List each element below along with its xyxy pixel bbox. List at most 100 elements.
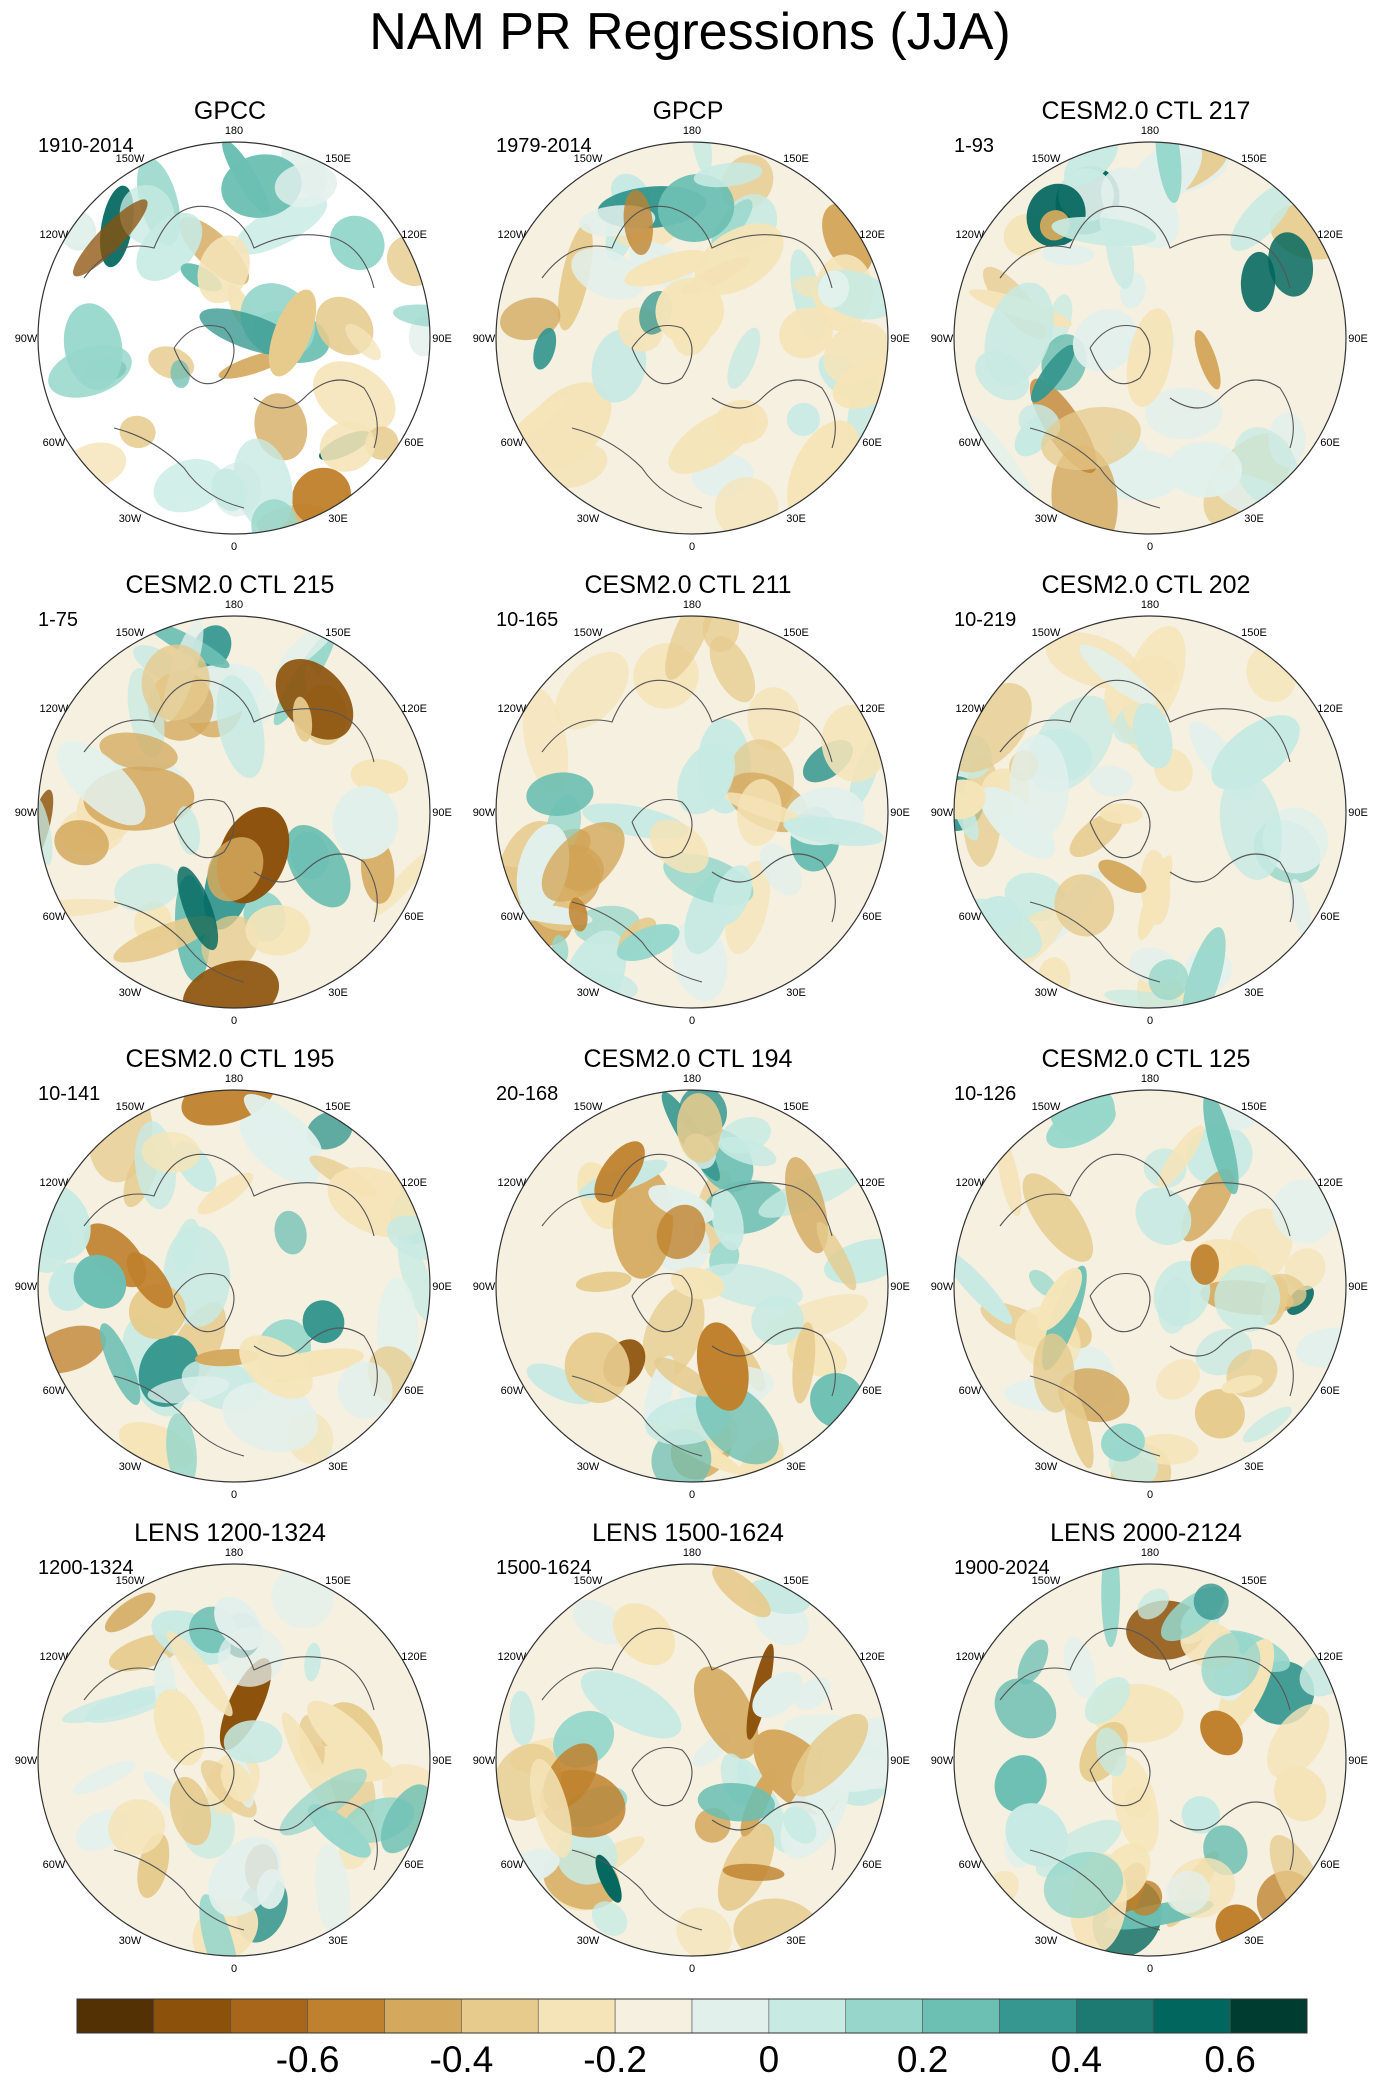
longitude-label: 60W (501, 437, 524, 449)
coastline (83, 205, 378, 509)
coastline (83, 1153, 378, 1457)
colorbar-segment (153, 1998, 232, 2034)
longitude-label: 120E (401, 703, 427, 715)
coastline (83, 679, 378, 983)
longitude-label: 60E (404, 437, 424, 449)
map-panel: 180 150E 120E 90E 60E 30E 0 30W 60W 90W 120W 150W CE… (0, 474, 460, 1027)
longitude-label: 120E (401, 229, 427, 241)
polar-map: 180 150E 120E 90E 60E 30E 0 30W 60W 90W 120W 150W (931, 599, 1368, 1027)
colorbar-tick-label: -0.6 (276, 2039, 340, 2080)
panel-title: GPCP (652, 97, 724, 125)
coastline (541, 1627, 836, 1931)
longitude-label: 150E (783, 1101, 809, 1113)
map-panel: 180 150E 120E 90E 60E 30E 0 30W 60W 90W 120W 150W GP… (458, 0, 918, 553)
longitude-label: 180 (225, 1547, 243, 1559)
longitude-label: 120E (1317, 703, 1343, 715)
panel-title: CESM2.0 CTL 215 (125, 571, 335, 599)
coastline (541, 205, 836, 509)
longitude-label: 180 (225, 1073, 243, 1085)
longitude-label: 180 (683, 1547, 701, 1559)
longitude-label: 30E (328, 1935, 348, 1947)
longitude-label: 150E (783, 153, 809, 165)
panel-period: 1200-1324 (38, 1557, 134, 1579)
longitude-label: 120W (956, 1651, 985, 1663)
map-panel: 180 150E 120E 90E 60E 30E 0 30W 60W 90W 120W 150W LE… (916, 1422, 1376, 1975)
longitude-label: 60E (1320, 437, 1340, 449)
longitude-label: 180 (1141, 125, 1159, 137)
panel-title: CESM2.0 CTL 195 (125, 1045, 335, 1073)
longitude-label: 180 (683, 125, 701, 137)
longitude-label: 150W (116, 153, 145, 165)
longitude-label: 90E (432, 333, 452, 345)
longitude-label: 90E (1348, 807, 1368, 819)
longitude-label: 0 (231, 1015, 237, 1027)
longitude-label: 30W (577, 987, 600, 999)
panel-period: 10-219 (954, 609, 1017, 631)
colorbar-tick-label: 0.4 (1051, 2039, 1102, 2080)
longitude-label: 90W (473, 1755, 496, 1767)
longitude-label: 90W (473, 807, 496, 819)
longitude-label: 150E (1241, 1101, 1267, 1113)
longitude-label: 180 (1141, 599, 1159, 611)
longitude-label: 60E (862, 911, 882, 923)
longitude-label: 90W (15, 1755, 38, 1767)
longitude-label: 150W (1032, 1101, 1061, 1113)
panel-period: 1910-2014 (38, 135, 134, 157)
coastline (999, 679, 1294, 983)
longitude-label: 90W (931, 1755, 954, 1767)
colorbar-segment (1076, 1998, 1154, 2034)
longitude-label: 150E (783, 1575, 809, 1587)
longitude-label: 120E (859, 229, 885, 241)
polar-map: 180 150E 120E 90E 60E 30E 0 30W 60W 90W 120W 150W (931, 1073, 1368, 1501)
panel-period: 1979-2014 (496, 135, 592, 157)
panel-title: CESM2.0 CTL 194 (583, 1045, 793, 1073)
map-panel: 180 150E 120E 90E 60E 30E 0 30W 60W 90W 120W 150W CE… (458, 474, 918, 1027)
longitude-label: 120E (859, 703, 885, 715)
longitude-label: 120W (40, 1651, 69, 1663)
colorbar-segment (537, 1998, 616, 2034)
map-panel: 180 150E 120E 90E 60E 30E 0 30W 60W 90W 120W 150W CE… (458, 948, 918, 1501)
map-panel: 180 150E 120E 90E 60E 30E 0 30W 60W 90W 120W 150W CE… (916, 474, 1376, 1027)
longitude-label: 90E (1348, 1281, 1368, 1293)
longitude-label: 30W (1035, 987, 1058, 999)
colorbar-segment (384, 1998, 462, 2034)
longitude-label: 150W (116, 1101, 145, 1113)
panel-period: 1-75 (38, 609, 79, 631)
longitude-label: 90W (931, 807, 954, 819)
coastline (83, 1627, 378, 1931)
longitude-label: 150E (325, 1101, 351, 1113)
longitude-label: 150W (1032, 1575, 1061, 1587)
longitude-label: 60W (959, 1859, 982, 1871)
longitude-label: 0 (1147, 541, 1153, 553)
polar-map: 180 150E 120E 90E 60E 30E 0 30W 60W 90W 120W 150W (473, 599, 910, 1027)
longitude-label: 90E (1348, 333, 1368, 345)
polar-map: 180 150E 120E 90E 60E 30E 0 30W 60W 90W 120W 150W (473, 1547, 910, 1975)
map-panel: 180 150E 120E 90E 60E 30E 0 30W 60W 90W 120W 150W CE… (916, 0, 1376, 553)
longitude-label: 150E (325, 627, 351, 639)
colorbar-segment (230, 1998, 308, 2034)
longitude-label: 60E (862, 1385, 882, 1397)
panel-title: CESM2.0 CTL 202 (1041, 571, 1251, 599)
longitude-label: 150W (116, 1575, 145, 1587)
longitude-label: 150W (574, 1101, 603, 1113)
longitude-label: 30E (1244, 513, 1264, 525)
longitude-label: 120E (401, 1651, 427, 1663)
panel-period: 10-141 (38, 1083, 101, 1105)
longitude-label: 120W (498, 229, 527, 241)
longitude-label: 60E (404, 1385, 424, 1397)
longitude-label: 30E (1244, 1461, 1264, 1473)
longitude-label: 60W (43, 1385, 66, 1397)
colorbar-segment (845, 1998, 923, 2034)
colorbar-segment (1152, 1998, 1231, 2034)
longitude-label: 0 (1147, 1963, 1153, 1975)
longitude-label: 120W (498, 703, 527, 715)
longitude-label: 180 (683, 1073, 701, 1085)
longitude-label: 60E (404, 911, 424, 923)
longitude-label: 90W (15, 1281, 38, 1293)
panel-period: 20-168 (496, 1083, 559, 1105)
panel-title: CESM2.0 CTL 217 (1041, 97, 1251, 125)
coastline (999, 1627, 1294, 1931)
longitude-label: 120E (1317, 1651, 1343, 1663)
longitude-label: 90W (931, 333, 954, 345)
polar-map: 180 150E 120E 90E 60E 30E 0 30W 60W 90W 120W 150W (473, 1073, 910, 1501)
